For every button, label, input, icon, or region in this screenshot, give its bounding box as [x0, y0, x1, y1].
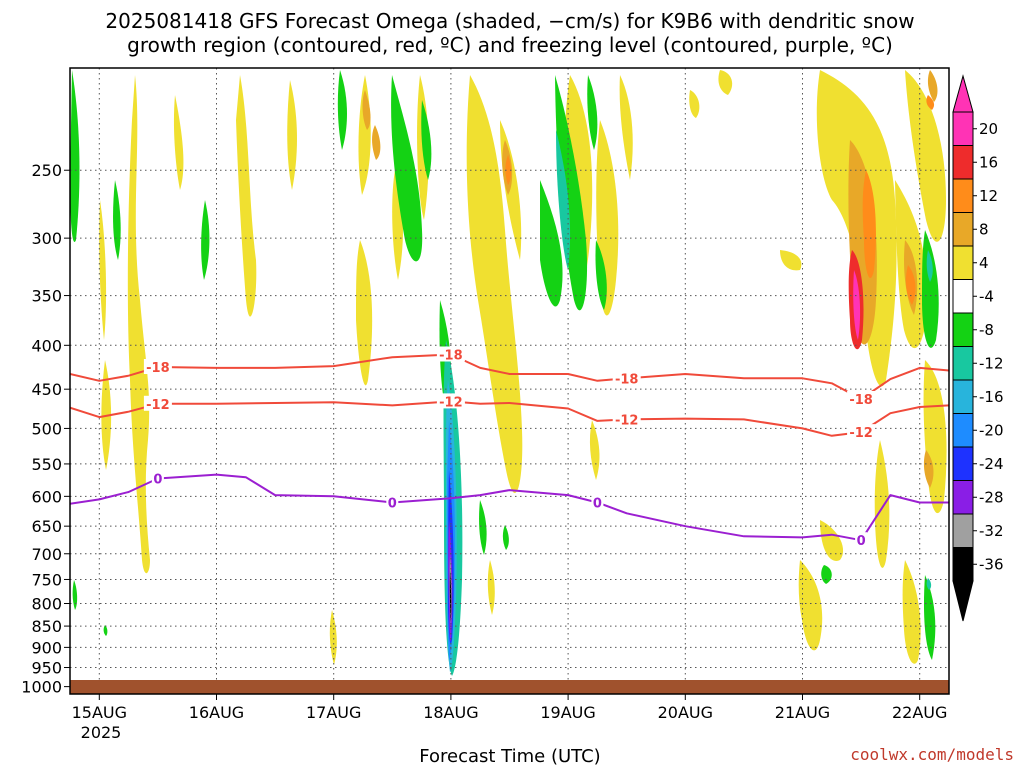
contour-label: -18 [146, 361, 170, 376]
x-tick-label: 16AUG [189, 703, 244, 722]
contour-label: 0 [593, 496, 602, 511]
x-tick-label: 20AUG [658, 703, 713, 722]
y-tick-label: 400 [31, 336, 62, 355]
plot-frame [69, 67, 950, 695]
colorbar-tick-label: -36 [979, 555, 1004, 573]
colorbar-swatch [952, 145, 974, 180]
colorbar-swatch [952, 212, 974, 247]
y-tick-label: 500 [31, 419, 62, 438]
contour-line-0 [70, 473, 949, 542]
contour-label-mask [386, 494, 399, 510]
y-tick-label: 250 [31, 161, 62, 180]
y-tick-label: 900 [31, 638, 62, 657]
contour-line--12 [70, 400, 949, 437]
chart-title-line-1: 2025081418 GFS Forecast Omega (shaded, −… [105, 9, 914, 33]
contour-label: -18 [439, 349, 463, 364]
x-tick-label: 15AUG [72, 703, 127, 722]
shading-band-above-20 [853, 270, 861, 340]
colorbar-tick-label: 20 [979, 120, 998, 138]
x-axis-title: Forecast Time (UTC) [419, 746, 600, 767]
shading-band-12-to-16 [505, 95, 935, 305]
y-tick-label: 600 [31, 487, 62, 506]
surface-terrain-strip [70, 680, 949, 694]
colorbar-swatch [952, 346, 974, 381]
colorbar-top-arrow [952, 74, 974, 113]
y-tick-label: 300 [31, 229, 62, 248]
y-tick-label: 750 [31, 570, 62, 589]
colorbar-tick-label: 8 [979, 220, 989, 238]
contour-label: -12 [146, 398, 170, 413]
contour-label-mask [151, 470, 164, 486]
colorbar-tick-label: -28 [979, 488, 1004, 506]
contour-label-mask [612, 370, 641, 386]
y-tick-label: 650 [31, 517, 62, 536]
colorbar-tick-label: 4 [979, 254, 989, 272]
colorbar-swatch [952, 379, 974, 414]
colorbar-tick-label: -24 [979, 455, 1004, 473]
colorbar-swatch [952, 513, 974, 548]
contour-label: 0 [388, 496, 397, 511]
y-tick-label: 450 [31, 380, 62, 399]
contour-label-mask [143, 395, 172, 411]
colorbar-swatch [952, 446, 974, 481]
credit-text: coolwx.com/models [850, 745, 1014, 764]
x-tick-label: 19AUG [540, 703, 595, 722]
y-axis: 250 300 350 400 450 500 550 600 650 700 750 800 850 9… [21, 161, 70, 697]
colorbar-legend: 20 16 12 8 4 -4 -8 -12 -16 -20 -24 -28 -32 -36 [952, 74, 1004, 622]
colorbar-swatch [952, 480, 974, 515]
contour-label-mask [847, 390, 876, 406]
y-tick-label: 550 [31, 455, 62, 474]
contour-label-mask [612, 411, 641, 427]
shading-band-minus-4-to-minus-8 [70, 70, 939, 660]
x-tick-label: 18AUG [423, 703, 478, 722]
contour-label: 0 [153, 473, 162, 488]
colorbar-swatch [952, 178, 974, 213]
contour-label-mask [143, 359, 172, 375]
x-tick-label: 21AUG [775, 703, 830, 722]
contour-label-mask [855, 532, 868, 548]
colorbar-swatch [952, 111, 974, 146]
colorbar-swatch [952, 413, 974, 448]
colorbar-tick-label: -4 [979, 287, 994, 305]
y-tick-label: 1000 [21, 678, 62, 697]
colorbar-tick-label: -12 [979, 354, 1004, 372]
colorbar-swatch [952, 279, 974, 314]
y-tick-label: 700 [31, 545, 62, 564]
omega-shading [70, 70, 947, 676]
colorbar-tick-label: 16 [979, 153, 998, 171]
colorbar-tick-label: 12 [979, 187, 998, 205]
contour-line--18 [70, 353, 949, 400]
contour-label: -18 [849, 393, 873, 408]
contour-label: -12 [439, 395, 463, 410]
x-axis: 15AUG 16AUG 17AUG 18AUG 19AUG 20AUG 21AUG 22AUG [72, 694, 947, 722]
colorbar-tick-label: -8 [979, 321, 994, 339]
x-tick-label: 22AUG [892, 703, 947, 722]
colorbar-tick-label: -20 [979, 421, 1004, 439]
y-tick-label: 950 [31, 659, 62, 678]
chart-title-line-2: growth region (contoured, red, ºC) and f… [127, 33, 893, 57]
colorbar-tick-label: -16 [979, 388, 1004, 406]
x-tick-label: 17AUG [306, 703, 361, 722]
contour-label: -18 [615, 372, 639, 387]
colorbar-swatch [952, 547, 974, 582]
contour-label: -12 [849, 426, 873, 441]
colorbar-tick-label: -32 [979, 522, 1004, 540]
contour-label-mask [436, 346, 465, 362]
contour-label-mask [847, 424, 876, 440]
y-tick-label: 350 [31, 287, 62, 306]
contour-label: 0 [857, 534, 866, 549]
x-axis-year-label: 2025 [81, 723, 122, 742]
y-tick-label: 850 [31, 617, 62, 636]
temperature-contours: -18 -18 -18 -18 -12 -12 -12 -12 0 0 0 0 [70, 346, 949, 549]
contour-label-mask [436, 393, 465, 409]
colorbar-bottom-arrow [952, 580, 974, 622]
colorbar-swatch [952, 312, 974, 347]
contour-label-mask [591, 494, 604, 510]
colorbar-swatch [952, 245, 974, 280]
contour-label: -12 [615, 413, 639, 428]
y-tick-label: 800 [31, 595, 62, 614]
